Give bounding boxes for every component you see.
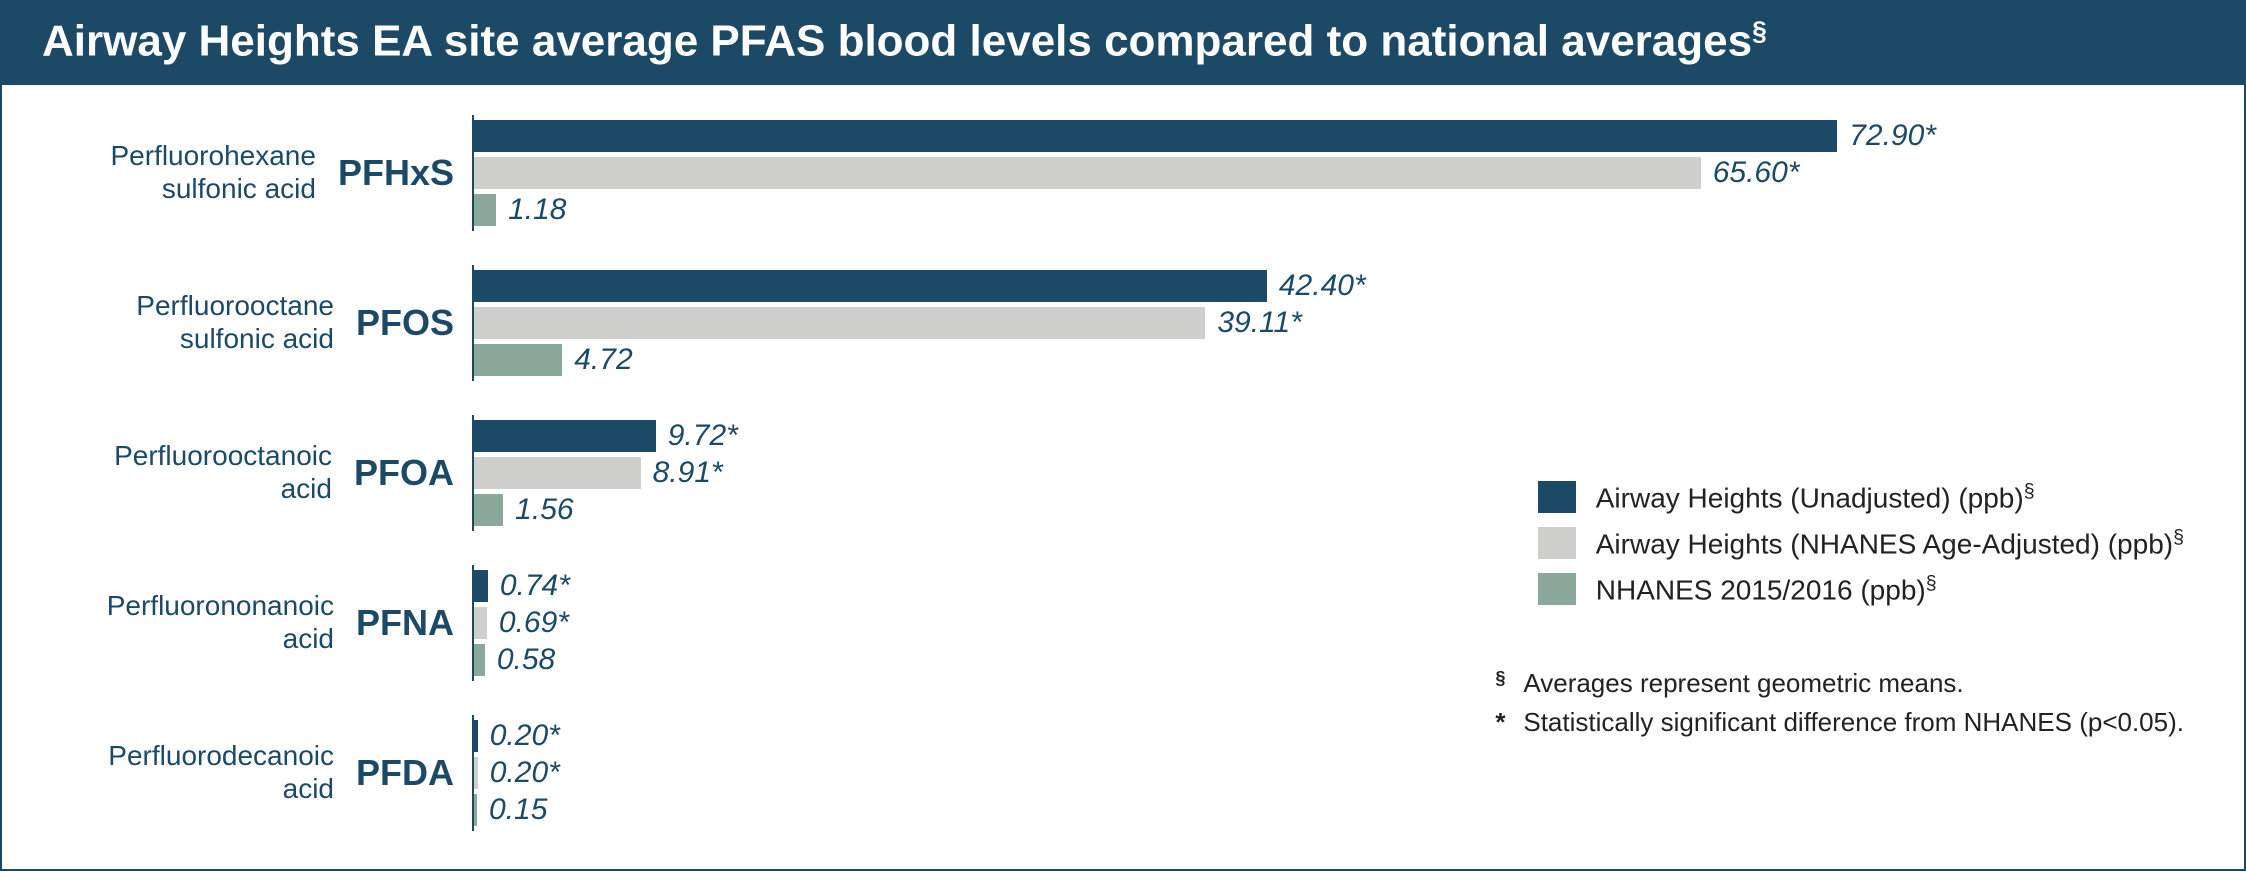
bar-line: 9.72*	[474, 419, 2204, 453]
chemical-abbr: PFNA	[356, 602, 454, 644]
bar	[474, 494, 503, 526]
bar-value-label: 72.90*	[1837, 119, 1936, 153]
chemical-full-name: Perfluorohexanesulfonic acid	[110, 140, 337, 204]
bar-line: 72.90*	[474, 119, 2204, 153]
chemical-abbr: PFOS	[356, 302, 454, 344]
bar-line: 0.15	[474, 793, 2204, 827]
legend-swatch	[1538, 481, 1576, 513]
bar	[474, 120, 1837, 152]
chemical-abbr: PFOA	[354, 452, 454, 494]
label-column: Perfluorohexanesulfonic acidPFHxS	[42, 140, 472, 204]
category-row: Perfluorooctanesulfonic acidPFOS42.40*39…	[42, 265, 2204, 381]
bars-column: 72.90* 65.60* 1.18	[472, 115, 2204, 231]
bar-value-label: 0.20*	[478, 719, 560, 753]
bar	[474, 157, 1701, 189]
legend-swatch	[1538, 573, 1576, 605]
bar-value-label: 0.58	[485, 643, 555, 677]
legend-item: Airway Heights (Unadjusted) (ppb)§	[1538, 480, 2184, 514]
footnote: *Statistically significant difference fr…	[1495, 704, 2184, 742]
legend-swatch	[1538, 527, 1576, 559]
bar-value-label: 0.74*	[488, 569, 570, 603]
label-column: PerfluorodecanoicacidPFDA	[42, 740, 472, 804]
bar-line: 4.72	[474, 343, 2204, 377]
label-column: PerfluorononanoicacidPFNA	[42, 590, 472, 654]
bar	[474, 607, 487, 639]
label-column: PerfluorooctanoicacidPFOA	[42, 440, 472, 504]
bar	[474, 420, 656, 452]
bar-value-label: 4.72	[562, 343, 632, 377]
footnote: §Averages represent geometric means.	[1495, 665, 2184, 704]
legend-label: Airway Heights (NHANES Age-Adjusted) (pp…	[1596, 526, 2184, 560]
bar	[474, 307, 1205, 339]
bar-value-label: 0.69*	[487, 606, 569, 640]
bar-line: 0.20*	[474, 756, 2204, 790]
category-row: Perfluorohexanesulfonic acidPFHxS 72.90* 6…	[42, 115, 2204, 231]
bar-value-label: 8.91*	[641, 456, 723, 490]
bar	[474, 344, 562, 376]
bar-value-label: 1.56	[503, 493, 573, 527]
bar-value-label: 1.18	[496, 193, 566, 227]
bar-line: 42.40*	[474, 269, 2204, 303]
chart-title: Airway Heights EA site average PFAS bloo…	[2, 2, 2244, 85]
chemical-full-name: Perfluorooctanesulfonic acid	[136, 290, 356, 354]
bar-value-label: 39.11*	[1205, 306, 1302, 340]
label-column: Perfluorooctanesulfonic acidPFOS	[42, 290, 472, 354]
legend-label: NHANES 2015/2016 (ppb)§	[1596, 572, 1937, 606]
chart-container: Airway Heights EA site average PFAS bloo…	[0, 0, 2246, 871]
bar-value-label: 42.40*	[1267, 269, 1366, 303]
chemical-abbr: PFHxS	[338, 152, 454, 194]
bar	[474, 457, 641, 489]
bars-column: 42.40*39.11* 4.72	[472, 265, 2204, 381]
chemical-abbr: PFDA	[356, 752, 454, 794]
chemical-full-name: Perfluorodecanoicacid	[108, 740, 356, 804]
footnotes: §Averages represent geometric means.*Sta…	[1495, 665, 2184, 742]
bar-line: 65.60*	[474, 156, 2204, 190]
bar-value-label: 65.60*	[1701, 156, 1800, 190]
chemical-full-name: Perfluorononanoicacid	[107, 590, 356, 654]
bar	[474, 570, 488, 602]
bar	[474, 644, 485, 676]
legend-item: NHANES 2015/2016 (ppb)§	[1538, 572, 2184, 606]
bar	[474, 194, 496, 226]
chart-body: Perfluorohexanesulfonic acidPFHxS 72.90* 6…	[2, 85, 2244, 885]
chemical-full-name: Perfluorooctanoicacid	[114, 440, 354, 504]
legend-item: Airway Heights (NHANES Age-Adjusted) (pp…	[1538, 526, 2184, 560]
bar-line: 1.18	[474, 193, 2204, 227]
bar-value-label: 9.72*	[656, 419, 738, 453]
legend: Airway Heights (Unadjusted) (ppb)§ Airway…	[1538, 480, 2184, 619]
bar-value-label: 0.15	[477, 793, 547, 827]
bar	[474, 270, 1267, 302]
bar-value-label: 0.20*	[478, 756, 560, 790]
legend-label: Airway Heights (Unadjusted) (ppb)§	[1596, 480, 2035, 514]
bar-line: 39.11*	[474, 306, 2204, 340]
